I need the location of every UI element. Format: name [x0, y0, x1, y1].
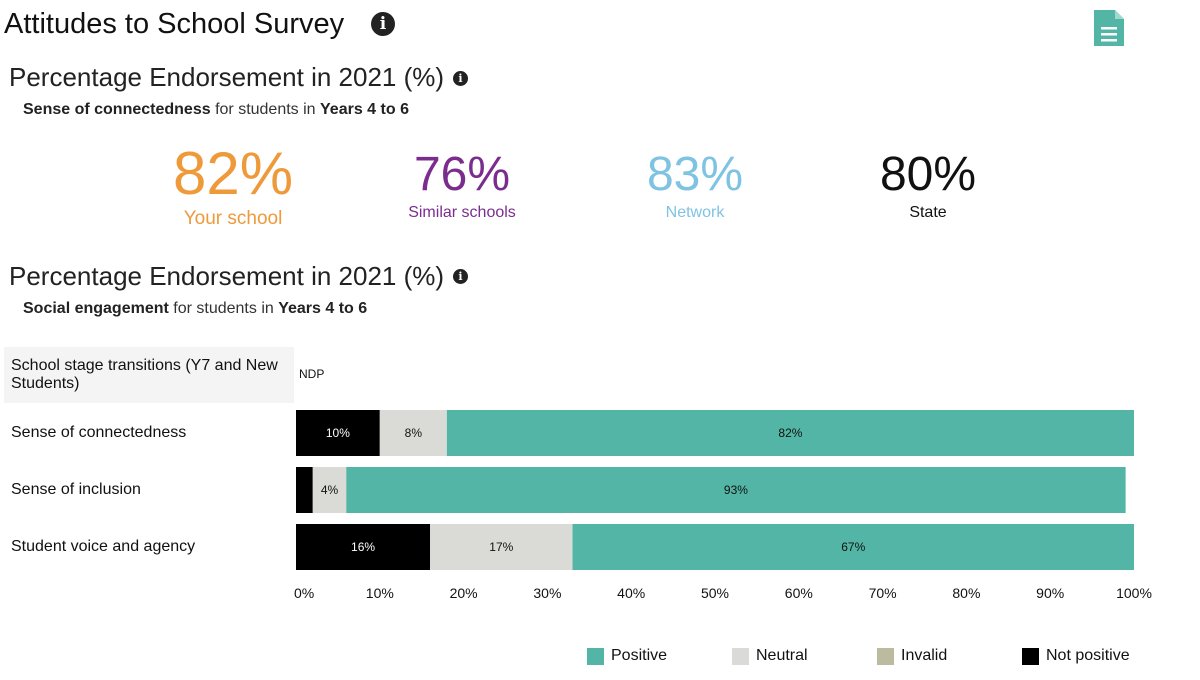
section-subtitle: Social engagement for students in Years …: [23, 300, 367, 318]
subtitle-mid: for students in: [210, 101, 321, 118]
bar-segment-not-positive[interactable]: [296, 524, 431, 570]
stat-label: Network: [665, 204, 725, 221]
stat-your-school: 82% Your school: [118, 142, 348, 230]
legend-item-not-positive: Not positive: [1022, 647, 1130, 665]
page-title: Attitudes to School Survey: [4, 8, 345, 40]
stat-label: Your school: [183, 208, 283, 229]
bar-segment-not-positive[interactable]: [296, 410, 380, 456]
row-label: Sense of connectedness: [11, 424, 187, 441]
section-title-connectedness: Percentage Endorsement in 2021 (%): [9, 62, 445, 92]
x-tick-label: 30%: [533, 585, 561, 601]
x-tick-label: 60%: [785, 585, 813, 601]
data-label: 93%: [724, 483, 748, 497]
legend-label: Not positive: [1046, 647, 1130, 664]
bar-segment-positive[interactable]: [346, 467, 1126, 513]
legend-swatch: [877, 647, 894, 665]
data-label: 10%: [326, 426, 350, 440]
section-title-social-engagement: Percentage Endorsement in 2021 (%): [9, 261, 445, 291]
legend-label: Neutral: [756, 647, 808, 664]
data-label: 8%: [405, 426, 423, 440]
stat-network: 83% Network: [580, 148, 810, 222]
bar-segment-neutral[interactable]: [379, 410, 447, 456]
data-label: 4%: [321, 483, 339, 497]
x-tick-label: 40%: [617, 585, 645, 601]
subtitle-metric: Sense of connectedness: [23, 101, 211, 118]
row-label: School stage transitions (Y7 and New Stu…: [4, 347, 294, 403]
stat-value: 82%: [172, 140, 294, 207]
legend-item-invalid: Invalid: [877, 647, 947, 665]
stat-label: Similar schools: [408, 204, 516, 221]
bar-segment-not-positive[interactable]: [296, 467, 313, 513]
bar-segment-positive[interactable]: [446, 410, 1135, 456]
stat-value: 83%: [646, 148, 744, 201]
no-data-label: NDP: [299, 367, 325, 381]
bar-segment-neutral[interactable]: [430, 524, 573, 570]
info-icon[interactable]: i: [453, 71, 468, 86]
stat-similar-schools: 76% Similar schools: [347, 148, 577, 222]
bar-segment-positive[interactable]: [572, 524, 1134, 570]
legend-item-positive: Positive: [587, 647, 667, 665]
x-tick-label: 50%: [701, 585, 729, 601]
legend-label: Positive: [611, 647, 668, 664]
subtitle-group: Years 4 to 6: [278, 300, 368, 317]
stat-value: 76%: [413, 148, 511, 201]
subtitle-metric: Social engagement: [23, 300, 169, 317]
x-tick-label: 20%: [450, 585, 478, 601]
document-icon[interactable]: [1092, 8, 1126, 48]
legend-swatch: [732, 647, 749, 665]
info-icon[interactable]: i: [371, 12, 395, 36]
stat-label: State: [909, 204, 947, 221]
subtitle-group: Years 4 to 6: [320, 101, 409, 118]
legend-swatch: [587, 647, 604, 665]
section-subtitle: Sense of connectedness for students in Y…: [23, 101, 409, 119]
legend-label: Invalid: [901, 647, 948, 664]
row-label: Student voice and agency: [11, 538, 196, 555]
x-tick-label: 10%: [366, 585, 394, 601]
data-label: 17%: [489, 540, 513, 554]
legend-item-neutral: Neutral: [732, 647, 808, 665]
bar-segment-neutral[interactable]: [312, 467, 347, 513]
stat-state: 80% State: [813, 148, 1043, 222]
stat-value: 80%: [879, 148, 977, 201]
x-tick-label: 70%: [869, 585, 897, 601]
row-label: Sense of inclusion: [11, 481, 141, 498]
subtitle-mid: for students in: [168, 300, 279, 317]
data-label: 16%: [351, 540, 375, 554]
x-tick-label: 90%: [1036, 585, 1064, 601]
x-tick-label: 0%: [294, 585, 314, 601]
data-label: 82%: [778, 426, 802, 440]
data-label: 67%: [841, 540, 865, 554]
legend-swatch: [1022, 647, 1039, 665]
x-tick-label: 80%: [952, 585, 980, 601]
info-icon[interactable]: i: [453, 269, 468, 284]
x-tick-label: 100%: [1116, 585, 1152, 601]
